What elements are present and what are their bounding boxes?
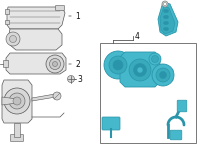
Circle shape [152, 64, 174, 86]
Text: 1: 1 [75, 11, 80, 20]
Ellipse shape [164, 15, 168, 19]
Circle shape [10, 35, 17, 42]
Polygon shape [7, 7, 65, 29]
Polygon shape [2, 80, 32, 123]
Ellipse shape [164, 21, 168, 25]
Polygon shape [32, 94, 56, 101]
Circle shape [162, 1, 168, 7]
Polygon shape [8, 29, 62, 50]
Circle shape [68, 76, 75, 82]
Circle shape [109, 56, 127, 74]
Circle shape [46, 55, 64, 73]
Text: 3: 3 [77, 75, 82, 83]
FancyBboxPatch shape [151, 69, 173, 81]
Polygon shape [2, 97, 17, 105]
Circle shape [137, 67, 143, 73]
Polygon shape [6, 53, 66, 74]
Polygon shape [120, 52, 160, 87]
Polygon shape [14, 123, 20, 137]
Circle shape [53, 92, 61, 100]
Circle shape [4, 88, 30, 114]
Ellipse shape [164, 27, 168, 31]
Circle shape [104, 51, 132, 79]
Circle shape [164, 2, 166, 5]
Circle shape [53, 61, 58, 66]
Bar [3, 60, 8, 67]
FancyBboxPatch shape [102, 117, 120, 130]
Circle shape [113, 60, 123, 70]
Bar [5, 9, 9, 14]
Circle shape [156, 68, 170, 82]
Circle shape [149, 53, 161, 65]
FancyBboxPatch shape [11, 135, 24, 142]
Polygon shape [158, 2, 178, 36]
Circle shape [9, 93, 25, 109]
Text: 2: 2 [75, 60, 80, 69]
FancyBboxPatch shape [56, 5, 65, 10]
Ellipse shape [164, 9, 168, 13]
Bar [132, 62, 138, 68]
Circle shape [134, 64, 146, 76]
Circle shape [152, 56, 158, 62]
Circle shape [6, 32, 20, 46]
FancyBboxPatch shape [170, 130, 182, 140]
Circle shape [160, 71, 166, 78]
Circle shape [129, 59, 151, 81]
Circle shape [50, 59, 61, 70]
Bar [5, 20, 9, 24]
Bar [100, 43, 196, 143]
Circle shape [13, 97, 21, 105]
FancyBboxPatch shape [117, 58, 135, 72]
Polygon shape [160, 6, 175, 34]
FancyBboxPatch shape [177, 100, 187, 112]
Text: 4: 4 [135, 31, 140, 41]
